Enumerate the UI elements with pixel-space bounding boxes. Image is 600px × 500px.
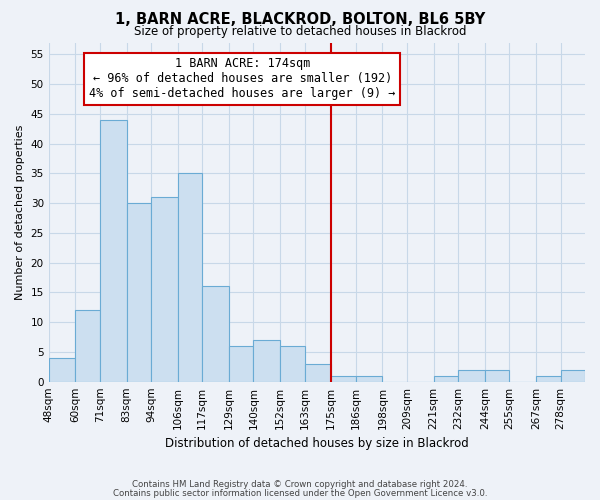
Text: Contains HM Land Registry data © Crown copyright and database right 2024.: Contains HM Land Registry data © Crown c…: [132, 480, 468, 489]
Bar: [49, 358, 76, 382]
Bar: [100, 120, 127, 382]
Bar: [434, 376, 458, 382]
Y-axis label: Number of detached properties: Number of detached properties: [15, 124, 25, 300]
Text: Contains public sector information licensed under the Open Government Licence v3: Contains public sector information licen…: [113, 488, 487, 498]
Bar: [356, 376, 382, 382]
Bar: [560, 370, 585, 382]
X-axis label: Distribution of detached houses by size in Blackrod: Distribution of detached houses by size …: [165, 437, 469, 450]
Bar: [305, 364, 331, 382]
Bar: [127, 203, 151, 382]
Text: 1, BARN ACRE, BLACKROD, BOLTON, BL6 5BY: 1, BARN ACRE, BLACKROD, BOLTON, BL6 5BY: [115, 12, 485, 28]
Bar: [178, 174, 202, 382]
Bar: [76, 310, 100, 382]
Bar: [536, 376, 560, 382]
Bar: [229, 346, 253, 382]
Bar: [280, 346, 305, 382]
Text: 1 BARN ACRE: 174sqm
← 96% of detached houses are smaller (192)
4% of semi-detach: 1 BARN ACRE: 174sqm ← 96% of detached ho…: [89, 58, 395, 100]
Bar: [202, 286, 229, 382]
Bar: [253, 340, 280, 382]
Bar: [458, 370, 485, 382]
Bar: [151, 197, 178, 382]
Bar: [331, 376, 356, 382]
Bar: [485, 370, 509, 382]
Text: Size of property relative to detached houses in Blackrod: Size of property relative to detached ho…: [134, 25, 466, 38]
